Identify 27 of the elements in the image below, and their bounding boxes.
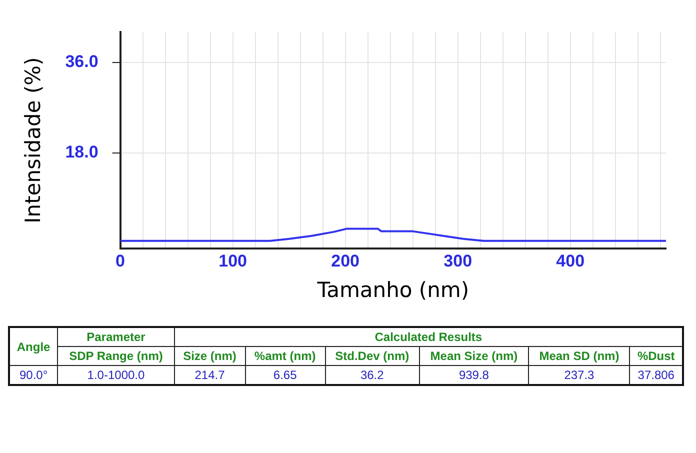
text: %amt (nm) [245,346,326,366]
text: 237.3 [528,366,630,385]
x-tick-label: 0 [116,251,126,270]
text: 90.0° [9,366,58,385]
text: Mean SD (nm) [528,346,630,366]
x-tick-label: 400 [556,251,585,270]
text: %Dust [630,346,683,366]
x-tick-label: 300 [444,251,472,270]
text: 6.65 [245,366,326,385]
text: Parameter [58,327,174,346]
x-axis-title: Tamanho (nm) [316,278,470,302]
y-tick-label: 18.0 [65,142,98,162]
text: 939.8 [419,366,529,385]
text: Std.Dev (nm) [325,346,420,366]
text: 36.2 [325,366,420,385]
x-tick-label: 200 [331,251,360,270]
text: SDP Range (nm) [58,346,174,366]
text: Size (nm) [174,346,246,366]
text: 1.0-1000.0 [58,366,174,385]
text: Angle [9,327,58,366]
text: Calculated Results [174,327,683,346]
y-axis-title: Intensidade (%) [21,57,46,224]
y-tick-label: 36.0 [65,52,98,72]
x-tick-label: 100 [218,251,247,270]
text: Mean Size (nm) [419,346,529,366]
text: 214.7 [174,366,246,385]
text: 37.806 [630,366,683,385]
